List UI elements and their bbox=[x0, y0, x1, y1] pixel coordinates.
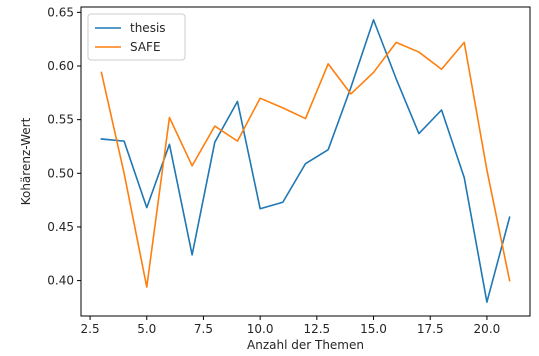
legend-box bbox=[87, 13, 186, 61]
y-axis-ticks: 0.40 0.45 0.50 0.55 0.60 0.65 bbox=[47, 5, 81, 288]
y-tick-label: 0.40 bbox=[47, 274, 74, 288]
x-tick-label: 2.5 bbox=[81, 322, 100, 336]
legend-label-thesis: thesis bbox=[130, 21, 166, 35]
y-tick-label: 0.55 bbox=[47, 113, 74, 127]
legend: thesis SAFE bbox=[87, 13, 186, 61]
x-tick-label: 7.5 bbox=[194, 322, 213, 336]
x-tick-label: 20.0 bbox=[474, 322, 501, 336]
x-tick-label: 15.0 bbox=[360, 322, 387, 336]
x-axis-ticks: 2.5 5.0 7.5 10.0 12.5 15.0 17.5 20.0 bbox=[81, 316, 501, 336]
x-tick-label: 10.0 bbox=[247, 322, 274, 336]
series-line-safe bbox=[100, 41, 511, 288]
x-axis-label: Anzahl der Themen bbox=[247, 338, 364, 352]
series-line-thesis bbox=[100, 19, 511, 303]
y-tick-label: 0.60 bbox=[47, 59, 74, 73]
x-tick-label: 5.0 bbox=[137, 322, 156, 336]
axes-frame bbox=[80, 6, 531, 317]
series-layer bbox=[100, 19, 511, 303]
legend-label-safe: SAFE bbox=[130, 40, 161, 54]
y-tick-label: 0.45 bbox=[47, 220, 74, 234]
x-tick-label: 12.5 bbox=[303, 322, 330, 336]
y-tick-label: 0.50 bbox=[47, 166, 74, 180]
x-tick-label: 17.5 bbox=[417, 322, 444, 336]
y-axis-label: Kohärenz-Wert bbox=[19, 117, 33, 205]
y-tick-label: 0.65 bbox=[47, 5, 74, 19]
